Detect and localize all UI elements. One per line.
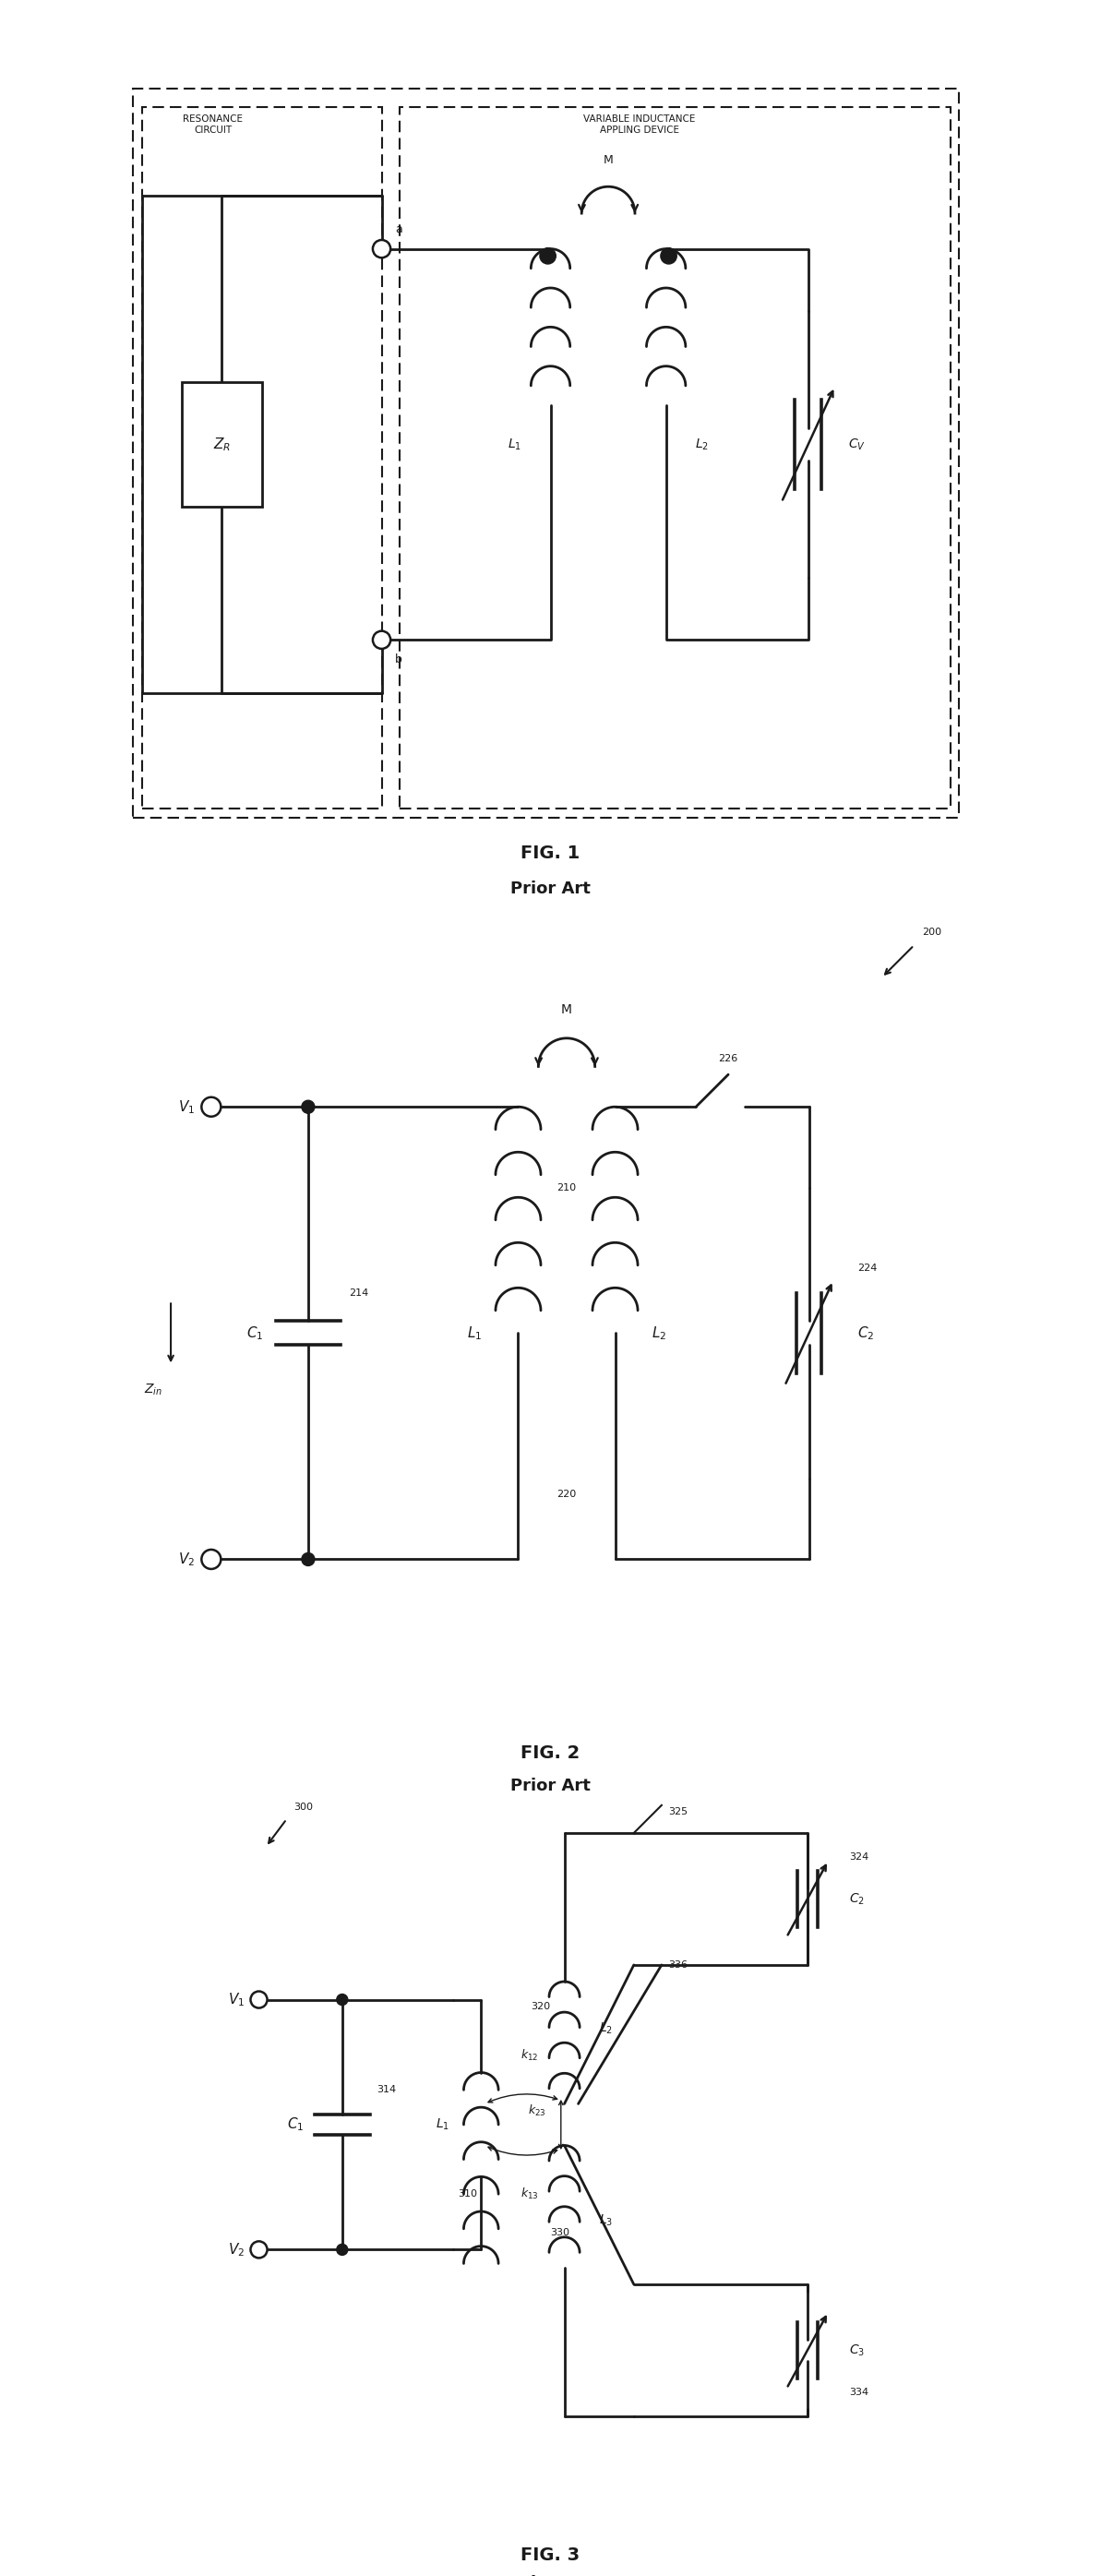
- Text: 214: 214: [349, 1288, 368, 1298]
- Text: $C_3$: $C_3$: [849, 2342, 864, 2357]
- Text: $C_2$: $C_2$: [858, 1324, 874, 1342]
- Circle shape: [302, 1100, 315, 1113]
- Bar: [182, 381, 262, 507]
- Text: a: a: [395, 224, 402, 234]
- Text: $C_V$: $C_V$: [849, 438, 865, 451]
- Text: 320: 320: [531, 2002, 550, 2012]
- Text: $C_1$: $C_1$: [287, 2115, 304, 2133]
- Text: Prior Art: Prior Art: [511, 1777, 590, 1793]
- Text: FIG. 3: FIG. 3: [521, 2548, 580, 2563]
- Text: $Z_{in}$: $Z_{in}$: [144, 1383, 163, 1396]
- Text: $k_{12}$: $k_{12}$: [521, 2048, 538, 2063]
- Text: 220: 220: [557, 1489, 577, 1499]
- Text: $L_2$: $L_2$: [599, 2022, 613, 2038]
- Circle shape: [201, 1551, 221, 1569]
- Text: 334: 334: [849, 2388, 869, 2396]
- Text: 300: 300: [294, 1803, 313, 1811]
- Circle shape: [337, 1994, 348, 2004]
- Text: $L_2$: $L_2$: [652, 1324, 666, 1342]
- Text: 200: 200: [923, 927, 941, 938]
- Text: $k_{13}$: $k_{13}$: [521, 2187, 538, 2202]
- Text: 310: 310: [458, 2190, 477, 2200]
- Text: $V_1$: $V_1$: [228, 1991, 246, 2009]
- Text: 314: 314: [377, 2087, 396, 2094]
- Text: 210: 210: [557, 1182, 577, 1193]
- Text: $C_1$: $C_1$: [247, 1324, 264, 1342]
- Text: $V_2$: $V_2$: [178, 1551, 195, 1569]
- Text: VARIABLE INDUCTANCE
APPLING DEVICE: VARIABLE INDUCTANCE APPLING DEVICE: [584, 113, 696, 134]
- Text: $L_3$: $L_3$: [599, 2213, 613, 2228]
- Text: $L_1$: $L_1$: [436, 2117, 450, 2133]
- Text: $C_2$: $C_2$: [849, 1891, 864, 1906]
- Text: $Z_R$: $Z_R$: [212, 435, 230, 453]
- Text: 226: 226: [719, 1054, 738, 1064]
- Text: 336: 336: [668, 1960, 688, 1971]
- Text: 325: 325: [668, 1808, 688, 1816]
- Circle shape: [373, 240, 391, 258]
- Circle shape: [251, 2241, 268, 2259]
- Text: 330: 330: [550, 2228, 570, 2239]
- Text: $L_1$: $L_1$: [508, 438, 522, 451]
- Text: FIG. 1: FIG. 1: [521, 845, 580, 863]
- Text: FIG. 2: FIG. 2: [521, 1744, 580, 1762]
- Circle shape: [373, 631, 391, 649]
- Text: 324: 324: [849, 1852, 869, 1862]
- Text: M: M: [562, 1005, 573, 1018]
- Circle shape: [302, 1553, 315, 1566]
- Circle shape: [251, 1991, 268, 2007]
- Circle shape: [337, 2244, 348, 2254]
- Bar: [400, 106, 950, 809]
- Text: 224: 224: [858, 1265, 877, 1273]
- Text: $k_{23}$: $k_{23}$: [527, 2105, 546, 2117]
- Text: Prior Art: Prior Art: [511, 881, 590, 896]
- Bar: [142, 106, 382, 809]
- Text: $L_1$: $L_1$: [467, 1324, 482, 1342]
- Circle shape: [661, 247, 677, 263]
- Text: b: b: [395, 654, 402, 665]
- Bar: [133, 88, 959, 817]
- Text: $L_2$: $L_2$: [695, 438, 708, 451]
- Circle shape: [201, 1097, 221, 1115]
- Circle shape: [539, 247, 556, 263]
- Text: RESONANCE
CIRCUIT: RESONANCE CIRCUIT: [183, 113, 243, 134]
- Text: $V_1$: $V_1$: [178, 1097, 195, 1115]
- Text: $V_2$: $V_2$: [228, 2241, 246, 2259]
- Text: M: M: [603, 155, 613, 165]
